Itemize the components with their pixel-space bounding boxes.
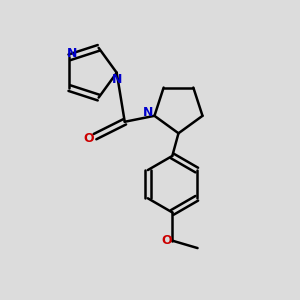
Text: N: N: [143, 106, 154, 119]
Text: O: O: [162, 234, 172, 247]
Text: N: N: [67, 47, 78, 60]
Text: N: N: [112, 73, 122, 86]
Text: O: O: [83, 132, 94, 145]
